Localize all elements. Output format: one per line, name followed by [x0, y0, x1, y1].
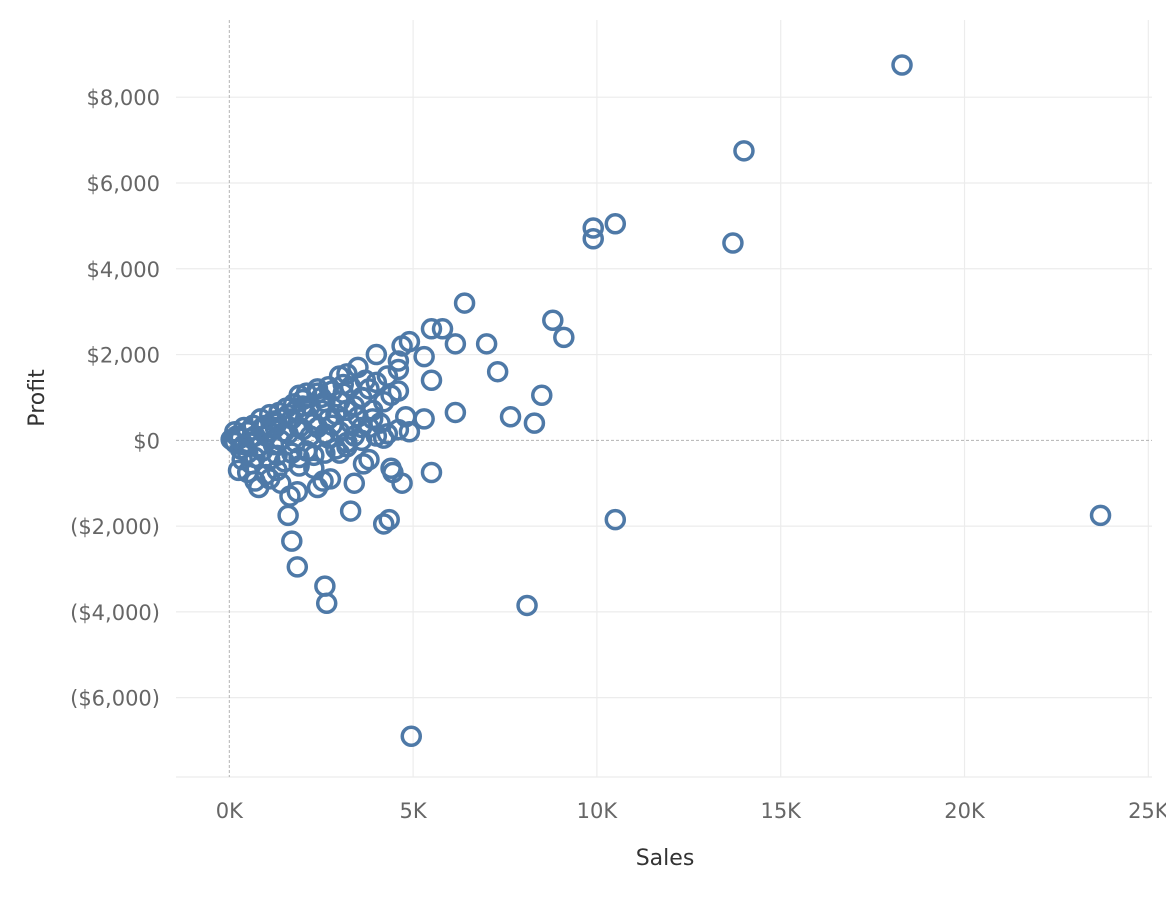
data-point — [733, 140, 755, 162]
data-point — [582, 227, 604, 250]
data-point — [444, 401, 467, 424]
data-point — [343, 425, 366, 447]
data-point — [523, 412, 546, 434]
y-axis-title: Profit — [25, 369, 50, 427]
data-point — [288, 455, 310, 477]
data-point — [378, 508, 400, 531]
data-point — [303, 457, 325, 479]
data-point — [475, 333, 498, 355]
data-point — [542, 309, 564, 331]
data-point — [444, 333, 467, 355]
data-point — [231, 448, 253, 471]
grid-lines — [176, 20, 1152, 778]
data-point — [343, 472, 366, 494]
data-point — [400, 725, 423, 748]
data-point — [391, 335, 413, 357]
data-point — [420, 369, 443, 392]
data-point — [387, 350, 410, 372]
data-point — [372, 513, 395, 535]
data-point — [286, 481, 309, 503]
data-point — [516, 594, 538, 617]
data-point — [453, 292, 476, 314]
y-tick-label: ($2,000) — [70, 515, 160, 539]
data-point — [295, 382, 318, 404]
y-axis-tick-labels: $8,000 $6,000 $4,000 $2,000 $0 ($2,000) ($4,00… — [70, 86, 160, 710]
data-point — [224, 420, 246, 443]
data-point — [281, 530, 303, 552]
x-tick-label: 20K — [944, 799, 986, 823]
data-point — [365, 425, 388, 447]
x-tick-label: 10K — [577, 799, 619, 823]
data-point — [306, 378, 329, 400]
x-axis-title: Sales — [636, 846, 695, 871]
data-point — [264, 416, 287, 439]
data-point — [347, 405, 369, 428]
data-point — [315, 592, 338, 615]
x-tick-label: 5K — [400, 799, 428, 823]
data-point — [486, 360, 509, 383]
y-tick-label: $6,000 — [87, 172, 160, 196]
data-point — [321, 380, 343, 402]
data-point — [319, 468, 342, 490]
data-point — [332, 373, 355, 396]
y-tick-label: ($4,000) — [70, 601, 160, 625]
data-point — [365, 371, 388, 394]
data-point — [398, 420, 421, 443]
data-point — [365, 343, 388, 366]
data-point — [314, 575, 336, 597]
data-point — [339, 500, 362, 522]
data-point — [582, 217, 604, 239]
data-point — [255, 463, 277, 486]
data-point — [317, 427, 340, 449]
y-tick-label: $0 — [133, 429, 160, 453]
data-point — [413, 345, 435, 368]
data-point — [431, 318, 454, 340]
y-tick-label: $4,000 — [87, 258, 160, 282]
data-point — [891, 54, 913, 76]
data-point — [277, 504, 299, 527]
data-point — [531, 384, 553, 407]
y-tick-label: ($6,000) — [70, 687, 160, 711]
data-point — [420, 318, 443, 340]
data-point — [604, 212, 627, 235]
x-tick-label: 0K — [216, 799, 244, 823]
data-point — [420, 461, 443, 484]
data-point — [391, 472, 413, 494]
data-points — [220, 54, 1112, 748]
data-point — [722, 232, 744, 254]
data-point — [328, 442, 351, 464]
data-point — [358, 448, 380, 471]
data-point — [266, 459, 288, 482]
y-tick-label: $2,000 — [87, 344, 160, 368]
data-point — [1089, 504, 1112, 527]
data-point — [499, 405, 522, 428]
data-point — [553, 326, 575, 349]
data-point — [286, 556, 309, 578]
zero-lines — [176, 20, 1152, 777]
x-tick-label: 25K — [1128, 799, 1166, 823]
x-tick-label: 15K — [760, 799, 802, 823]
y-tick-label: $8,000 — [87, 86, 160, 110]
x-axis-tick-labels: 0K 5K 10K 15K 20K 25K — [216, 799, 1166, 823]
data-point — [376, 365, 399, 387]
data-point — [604, 508, 627, 531]
data-point — [387, 358, 410, 381]
